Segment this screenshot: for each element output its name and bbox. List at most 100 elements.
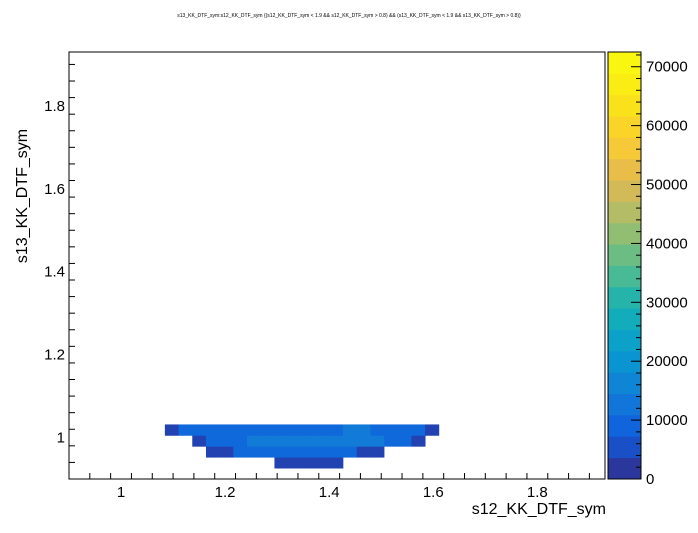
heatmap-bin xyxy=(397,424,412,436)
x-tick-label: 1.4 xyxy=(319,484,340,501)
y-axis-ticks: 1 1.2 1.4 1.6 1.8 xyxy=(44,63,75,480)
heatmap-bin xyxy=(301,457,316,469)
y-tick-label: 1.4 xyxy=(44,264,65,281)
x-tick-label: 1 xyxy=(117,484,125,501)
heatmap-bin xyxy=(288,446,303,458)
heatmap-bin xyxy=(315,457,330,469)
heatmap-bin xyxy=(205,424,221,436)
heatmap-bin xyxy=(205,435,221,447)
heatmap-bin xyxy=(192,424,207,436)
z-tick-label: 30000 xyxy=(646,294,688,311)
heatmap-bin xyxy=(192,435,207,447)
x-axis-title: s12_KK_DTF_sym xyxy=(472,501,606,518)
palette-swatch xyxy=(608,201,641,224)
z-axis-ticks: 0 10000 20000 30000 40000 50000 60000 70000 xyxy=(631,54,688,488)
heatmap-bin xyxy=(411,424,426,436)
heatmap-bin xyxy=(370,446,385,458)
heatmap-bin xyxy=(342,424,358,436)
z-tick-label: 20000 xyxy=(646,353,688,370)
heatmap-bin xyxy=(356,435,371,447)
palette-swatch xyxy=(608,393,641,416)
heatmap-bin xyxy=(384,424,399,436)
x-axis-ticks: 1 1.2 1.4 1.6 1.8 xyxy=(68,473,590,501)
palette-swatch xyxy=(608,308,641,330)
palette-swatch xyxy=(608,94,641,117)
heatmap-bin xyxy=(247,435,262,447)
palette-swatch xyxy=(608,265,641,288)
heatmap-bin xyxy=(260,446,275,458)
heatmap-bin xyxy=(315,446,330,458)
y-tick-label: 1.8 xyxy=(44,98,65,115)
z-tick-label: 10000 xyxy=(646,412,688,429)
z-tick-label: 50000 xyxy=(646,177,688,194)
heatmap-bin xyxy=(329,435,344,447)
heatmap-bin xyxy=(329,457,344,469)
x-tick-label: 1.2 xyxy=(215,484,236,501)
heatmap-bin xyxy=(288,457,303,469)
y-tick-label: 1.6 xyxy=(44,181,65,198)
heatmap-bin xyxy=(315,424,330,436)
heatmap-bin xyxy=(301,446,316,458)
heatmap-bins xyxy=(164,424,440,469)
heatmap-bin xyxy=(397,435,412,447)
heatmap-bin xyxy=(233,446,248,458)
heatmap-bin xyxy=(219,424,234,436)
y-tick-label: 1.2 xyxy=(44,347,65,364)
palette-swatch xyxy=(608,457,641,480)
heatmap-bin xyxy=(342,435,358,447)
y-axis-title: s13_KK_DTF_sym xyxy=(14,129,31,263)
heatmap-bin xyxy=(233,435,248,447)
x-tick-label: 1.8 xyxy=(527,484,548,501)
heatmap-bin xyxy=(219,435,234,447)
palette-swatch xyxy=(608,222,641,245)
heatmap-bin xyxy=(315,435,330,447)
heatmap-bin xyxy=(301,424,316,436)
heatmap-bin xyxy=(219,446,234,458)
z-tick-label: 70000 xyxy=(646,59,688,76)
heatmap-bin xyxy=(329,446,344,458)
heatmap-bin xyxy=(178,424,193,436)
palette-swatch xyxy=(608,116,641,138)
palette-swatch xyxy=(608,52,641,74)
heatmap-bin xyxy=(233,424,248,436)
heatmap-bin xyxy=(425,424,440,436)
heatmap-bin xyxy=(411,435,426,447)
heatmap-bin xyxy=(247,446,262,458)
chart-title: s13_KK_DTF_sym:s12_KK_DTF_sym {(s12_KK_D… xyxy=(177,13,521,19)
palette-swatch xyxy=(608,414,641,437)
z-tick-label: 0 xyxy=(646,471,654,488)
heatmap-bin xyxy=(356,424,371,436)
palette-swatch xyxy=(608,372,641,394)
palette-swatch xyxy=(608,73,641,96)
heatmap-bin xyxy=(342,446,358,458)
palette-swatch xyxy=(608,180,641,202)
heatmap-bin xyxy=(164,424,179,436)
palette-swatch xyxy=(608,286,641,309)
heatmap-bin xyxy=(247,424,262,436)
heatmap-bin xyxy=(274,446,289,458)
palette-swatch xyxy=(608,436,641,459)
heatmap-bin xyxy=(384,435,399,447)
palette-swatch xyxy=(608,158,641,181)
x-tick-label: 1.6 xyxy=(423,484,444,501)
z-tick-label: 60000 xyxy=(646,118,688,135)
palette-swatch xyxy=(608,329,641,352)
y-tick-label: 1 xyxy=(57,430,65,447)
heatmap-bin xyxy=(260,435,275,447)
heatmap-bin xyxy=(329,424,344,436)
palette-swatch xyxy=(608,244,641,266)
palette-swatch xyxy=(608,350,641,373)
z-tick-label: 40000 xyxy=(646,235,688,252)
heatmap-bin xyxy=(274,424,289,436)
heatmap-bin xyxy=(370,424,385,436)
heatmap-bin xyxy=(274,457,289,469)
color-palette xyxy=(608,52,641,480)
palette-swatch xyxy=(608,137,641,160)
heatmap-bin xyxy=(356,446,371,458)
palette-frame xyxy=(607,51,642,480)
heatmap-bin xyxy=(301,435,316,447)
heatmap-bin xyxy=(370,435,385,447)
heatmap-bin xyxy=(205,446,221,458)
heatmap-bin xyxy=(288,424,303,436)
